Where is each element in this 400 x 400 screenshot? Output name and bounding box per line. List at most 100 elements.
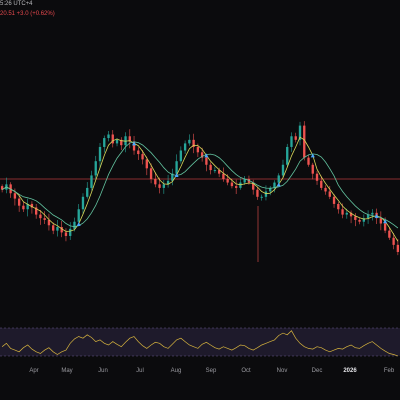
signal-marker — [174, 172, 179, 177]
candle-body — [239, 182, 242, 188]
candle-body — [243, 179, 246, 183]
oscillator-band — [0, 328, 400, 356]
candle-body — [252, 182, 255, 190]
candle-body — [290, 136, 293, 147]
candle-body — [260, 196, 263, 198]
candle-body — [154, 179, 157, 185]
candle-body — [60, 227, 63, 233]
signal-marker — [276, 182, 281, 187]
candle-body — [222, 173, 225, 179]
candle-body — [162, 184, 165, 188]
candle-body — [77, 209, 80, 222]
x-axis-label: Jun — [98, 368, 108, 374]
candle-body — [90, 175, 93, 188]
candle-body — [188, 139, 191, 144]
candle-body — [179, 150, 183, 162]
candle-body — [332, 196, 336, 204]
candle-body — [277, 175, 280, 183]
candle-body — [17, 198, 21, 206]
candle-body — [120, 139, 123, 146]
candle-body — [35, 207, 38, 215]
candle-body — [47, 219, 51, 226]
candle-body — [358, 219, 361, 222]
x-axis-label: May — [61, 368, 72, 374]
candle-body — [388, 230, 391, 238]
candle-body — [337, 203, 340, 210]
x-axis-label: Dec — [312, 368, 323, 374]
candle-body — [0, 186, 4, 190]
candle-body — [217, 170, 221, 174]
candle-body — [56, 227, 59, 231]
candle-body — [43, 218, 46, 220]
candle-body — [137, 150, 140, 155]
candle-body — [26, 203, 29, 210]
candle-body — [230, 182, 234, 187]
candle-body — [273, 182, 276, 188]
candle-body — [145, 159, 148, 169]
candle-body — [149, 168, 153, 179]
candle-body — [52, 225, 55, 231]
candle-body — [256, 189, 259, 197]
signal-marker — [374, 213, 379, 218]
candle-body — [213, 170, 217, 172]
candle-body — [354, 216, 357, 220]
candle-body — [128, 136, 131, 142]
candle-body — [294, 136, 297, 140]
candle-body — [69, 228, 72, 236]
x-axis-label: Sep — [206, 368, 217, 374]
candle-body — [315, 173, 319, 181]
candle-body — [396, 244, 400, 252]
candle-body — [286, 146, 289, 165]
candle-body — [64, 232, 68, 236]
candle-body — [183, 143, 187, 151]
price-change-label: 20.51 +3.0 (+0.62%) — [0, 11, 55, 17]
candle-body — [328, 191, 331, 197]
candle-body — [81, 196, 85, 210]
candle-body — [196, 146, 200, 153]
candle-body — [111, 134, 114, 144]
candle-body — [264, 191, 268, 197]
x-axis-label: Jul — [136, 368, 144, 374]
candle-body — [298, 125, 302, 140]
ma-slow-line — [1, 141, 399, 229]
timestamp-label: 5:26 UTC+4 — [0, 1, 33, 7]
signal-marker — [76, 221, 81, 226]
candle-body — [175, 161, 178, 174]
chart-header: 5:26 UTC+4 20.51 +3.0 (+0.62%) — [0, 0, 400, 26]
candle-body — [115, 139, 119, 144]
oscillator-line — [1, 330, 399, 357]
candle-body — [303, 125, 306, 158]
candle-body — [209, 164, 212, 171]
candle-body — [13, 193, 17, 199]
candle-body — [379, 218, 383, 224]
candle-body — [192, 139, 195, 147]
candle-body — [341, 209, 344, 215]
candle-body — [349, 212, 353, 217]
candle-body — [107, 134, 110, 139]
candle-body — [171, 173, 174, 181]
candle-body — [371, 212, 374, 215]
candle-body — [269, 187, 272, 192]
x-axis-label: Aug — [171, 368, 182, 374]
x-axis-label: Oct — [241, 368, 251, 374]
candle-body — [132, 141, 136, 151]
candle-body — [307, 157, 310, 165]
candle-body — [311, 164, 314, 174]
candle-body — [30, 203, 34, 208]
x-axis-label: Feb — [384, 368, 395, 374]
candle-body — [103, 138, 106, 147]
signal-marker — [132, 141, 137, 146]
candle-body — [235, 186, 238, 188]
candle-body — [320, 180, 323, 188]
candle-body — [98, 146, 102, 162]
candle-body — [94, 161, 97, 176]
candle-body — [281, 164, 285, 176]
signal-marker — [310, 153, 315, 158]
signal-marker — [383, 219, 388, 224]
candle-body — [158, 184, 161, 188]
candle-body — [73, 221, 76, 229]
candle-body — [324, 187, 327, 192]
candle-body — [362, 218, 365, 222]
x-axis-label: 2026 — [343, 368, 357, 374]
